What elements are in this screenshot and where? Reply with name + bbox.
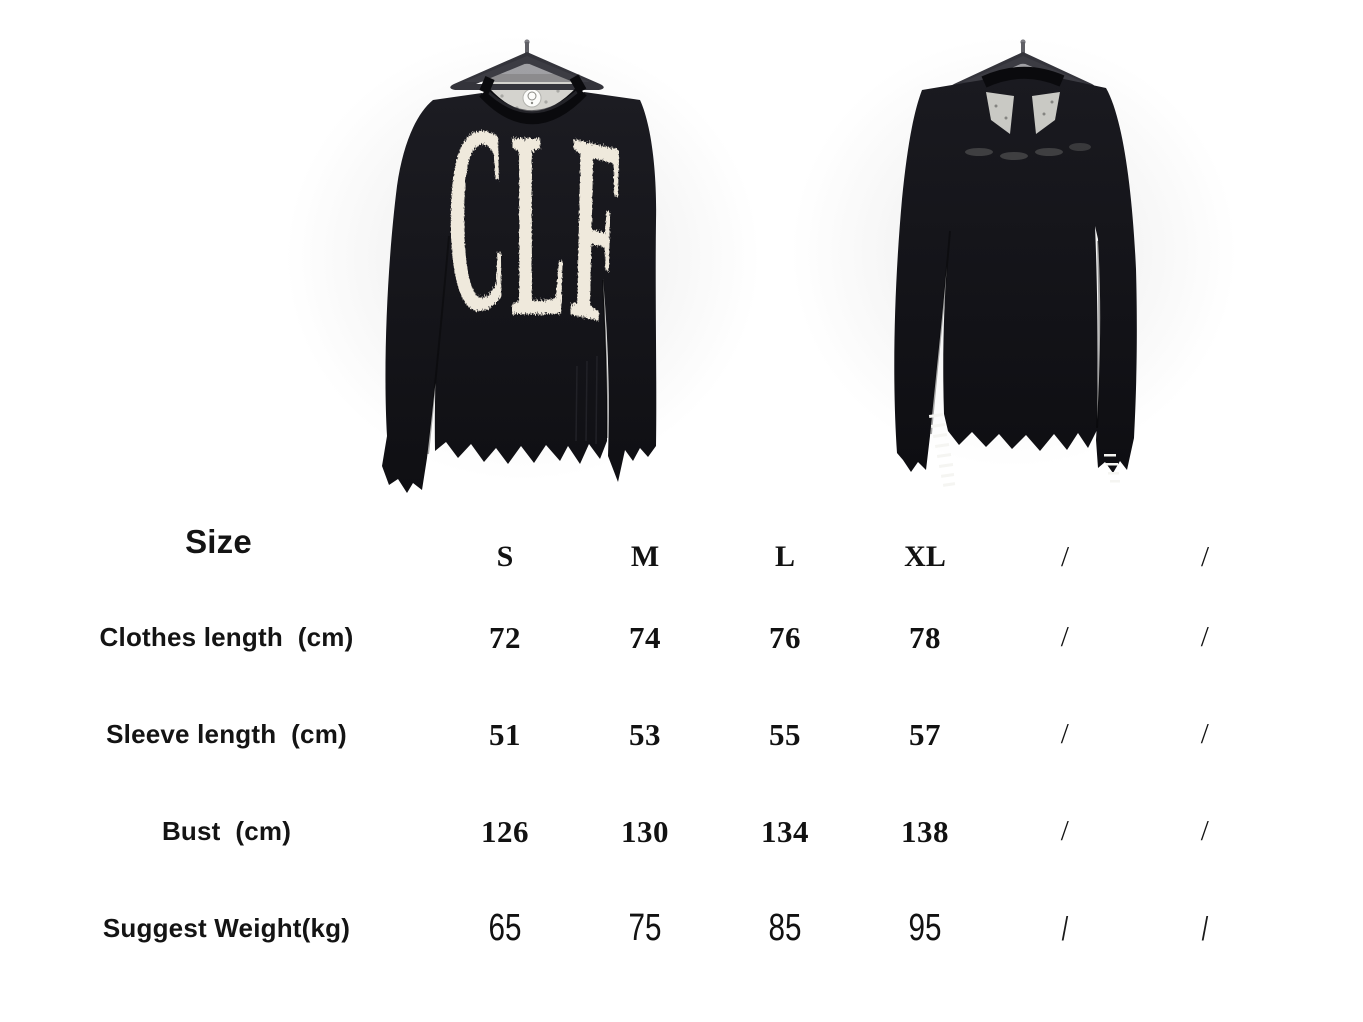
table-cell: 74 xyxy=(629,619,661,655)
table-cell: 95 xyxy=(908,907,942,949)
product-photo: CLF xyxy=(0,0,1363,515)
table-cell: 51 xyxy=(489,716,521,752)
table-cell: 78 xyxy=(909,619,941,655)
size-table: Size S M L XL / / Clothes length (cm) 72… xyxy=(90,510,1275,962)
sweater-front-photo: CLF xyxy=(382,39,657,493)
col-header-slash: / xyxy=(1060,540,1070,573)
col-header-l: L xyxy=(774,540,795,573)
table-cell: 138 xyxy=(901,813,949,849)
table-cell: 57 xyxy=(909,716,941,752)
sweater-back-photo xyxy=(894,39,1137,487)
table-cell: 65 xyxy=(488,907,522,949)
table-cell: / xyxy=(1060,718,1070,750)
row-label-suggest-weight: Suggest Weight(kg) xyxy=(102,913,351,943)
table-cell: 55 xyxy=(769,716,801,752)
table-cell: / xyxy=(1060,621,1070,653)
table-cell: 72 xyxy=(489,619,521,655)
table-cell: / xyxy=(1201,909,1209,947)
col-header-xl: XL xyxy=(904,540,946,573)
col-header-slash: / xyxy=(1200,540,1210,573)
table-cell: 76 xyxy=(769,619,801,655)
table-cell: 134 xyxy=(761,813,809,849)
table-cell: / xyxy=(1061,909,1069,947)
hanger-icon xyxy=(450,39,604,90)
table-cell: / xyxy=(1200,718,1210,750)
sheer-neck-patch xyxy=(986,92,1060,134)
table-cell: / xyxy=(1200,815,1210,847)
table-cell: 75 xyxy=(628,907,662,949)
table-cell: / xyxy=(1060,815,1070,847)
col-header-m: M xyxy=(630,540,660,573)
sweater-back-body xyxy=(894,66,1137,487)
distressed-stitches xyxy=(928,413,1120,487)
col-header-s: S xyxy=(496,540,514,573)
row-label-bust: Bust (cm) xyxy=(161,816,292,846)
row-label-sleeve-length: Sleeve length (cm) xyxy=(106,719,347,749)
sweater-front-body xyxy=(382,74,657,493)
table-cell: 126 xyxy=(481,813,529,849)
table-cell: / xyxy=(1200,621,1210,653)
table-cell: 130 xyxy=(621,813,669,849)
size-table-title: Size xyxy=(185,523,252,560)
row-label-clothes-length: Clothes length (cm) xyxy=(99,622,354,652)
clf-logo-text: CLF xyxy=(444,65,627,384)
table-cell: 85 xyxy=(768,907,802,949)
table-cell: 53 xyxy=(629,716,661,752)
